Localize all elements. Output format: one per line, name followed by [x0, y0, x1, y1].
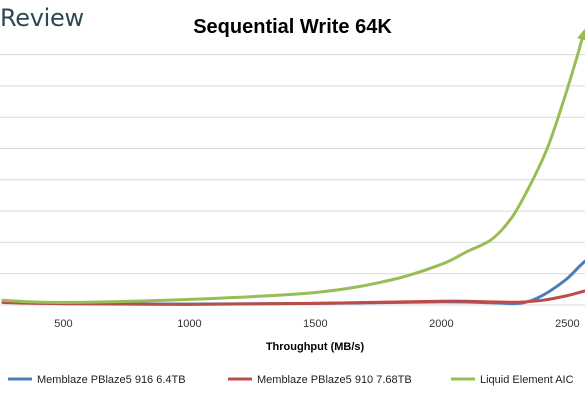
- review-logo: Review: [0, 4, 84, 32]
- series-line-1: [1, 289, 585, 306]
- x-tick-labels: 500 1000 1500 2000 2500: [54, 318, 579, 330]
- x-tick-1500: 1500: [303, 318, 327, 330]
- legend-label-1: Memblaze PBlaze5 910 7.68TB: [257, 374, 412, 386]
- series-end-arrow: [577, 28, 585, 41]
- x-tick-2000: 2000: [429, 318, 453, 330]
- chart-title: Sequential Write 64K: [193, 16, 392, 38]
- x-tick-2500: 2500: [555, 318, 579, 330]
- legend: Memblaze PBlaze5 916 6.4TB Memblaze PBlaz…: [8, 374, 574, 386]
- legend-label-2: Liquid Element AIC: [480, 374, 574, 386]
- series-line-2: [1, 31, 585, 305]
- x-axis-label: Throughput (MB/s): [266, 341, 365, 353]
- legend-label-0: Memblaze PBlaze5 916 6.4TB: [37, 374, 186, 386]
- series-line-0: [1, 259, 585, 306]
- series-lines: [1, 28, 585, 306]
- x-tick-1000: 1000: [177, 318, 201, 330]
- x-tick-500: 500: [54, 318, 72, 330]
- gridlines: [0, 54, 585, 306]
